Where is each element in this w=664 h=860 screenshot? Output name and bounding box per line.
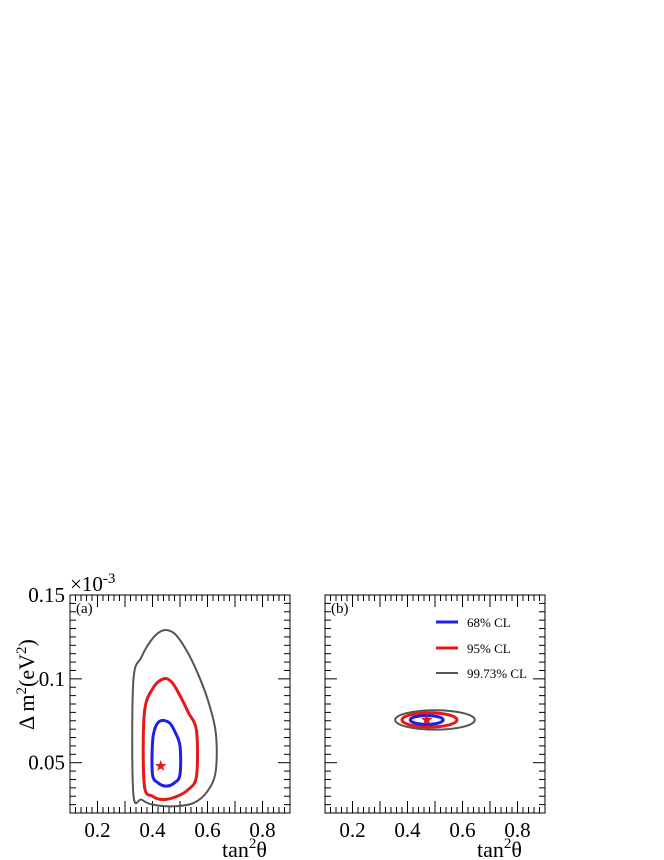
best-fit-star bbox=[155, 760, 167, 771]
plot-frame bbox=[324, 594, 546, 814]
contour-68-cl bbox=[150, 718, 183, 788]
x-axis-title: tan2θ bbox=[222, 836, 267, 860]
y-multiplier: ×10-3 bbox=[70, 571, 115, 596]
contour-99-73-cl bbox=[131, 628, 218, 808]
contour-95-cl bbox=[400, 711, 459, 729]
x-tick-label: 0.8 bbox=[249, 818, 275, 842]
y-tick-label: 0.05 bbox=[28, 751, 65, 775]
panel-a: 0.2 0.4 0.6 0.8 0.05 0.1 0.15 ×10-3 Δ m2(eV2) tan… bbox=[14, 571, 291, 860]
legend-label: 99.73% CL bbox=[467, 666, 527, 681]
y-tick-label: 0.1 bbox=[39, 667, 65, 691]
x-tick-label: 0.2 bbox=[339, 818, 365, 842]
x-tick-label: 0.4 bbox=[394, 818, 421, 842]
legend-label: 95% CL bbox=[467, 641, 511, 656]
x-tick-label: 0.8 bbox=[504, 818, 530, 842]
panel-label: (a) bbox=[76, 601, 93, 617]
x-tick-label: 0.4 bbox=[139, 818, 166, 842]
plot-frame bbox=[69, 594, 291, 814]
contour-99-73-cl bbox=[394, 709, 476, 731]
contour-95-cl bbox=[141, 677, 200, 802]
panel-label: (b) bbox=[331, 601, 349, 617]
x-tick-label: 0.2 bbox=[84, 818, 110, 842]
x-tick-label: 0.6 bbox=[449, 818, 475, 842]
y-axis-title: Δ m2(eV2) bbox=[14, 639, 39, 730]
x-tick-label: 0.6 bbox=[194, 818, 220, 842]
y-tick-label: 0.15 bbox=[28, 583, 65, 607]
x-axis-title: tan2θ bbox=[477, 836, 522, 860]
best-fit-star bbox=[421, 713, 433, 725]
legend-label: 68% CL bbox=[467, 615, 511, 630]
